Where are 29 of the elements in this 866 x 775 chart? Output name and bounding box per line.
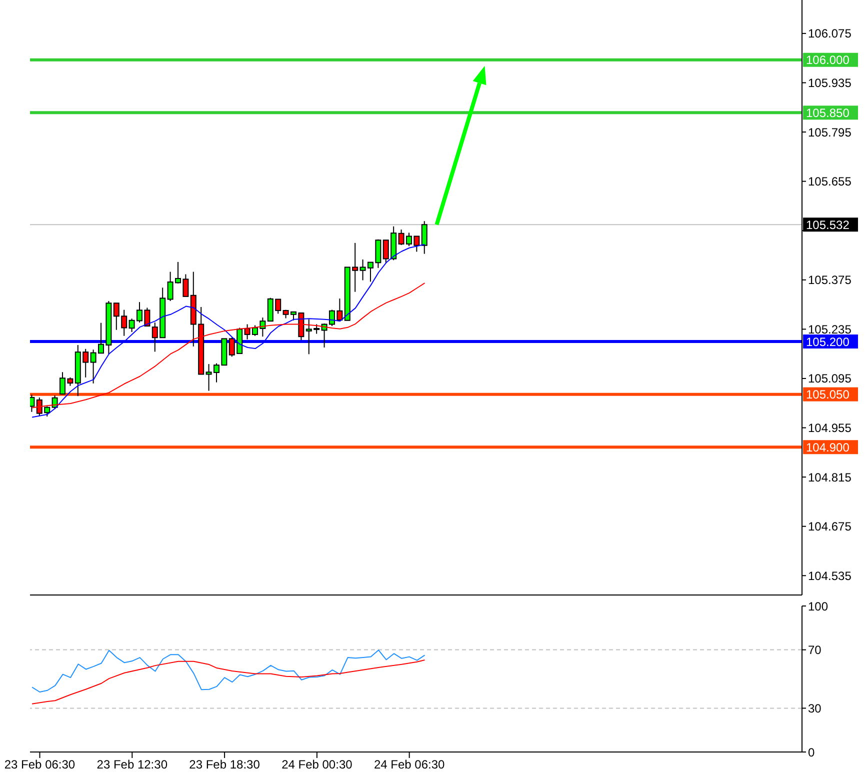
ref-line-label: 104.900	[806, 440, 850, 454]
candlestick	[421, 220, 428, 254]
x-tick-label: 23 Feb 06:30	[4, 758, 76, 772]
line-series	[32, 650, 426, 692]
x-tick-label: 24 Feb 06:30	[374, 758, 446, 772]
y-tick-label: 105.095	[808, 372, 852, 386]
y-tick-label: 105.235	[808, 322, 852, 336]
y-tick-label: 70	[808, 643, 822, 658]
y-tick-label: 105.935	[808, 76, 852, 90]
ref-line-label: 105.200	[806, 334, 850, 349]
y-tick-label: 0	[808, 745, 815, 760]
ref-line-label: 105.050	[806, 388, 850, 402]
ref-line-label: 106.000	[806, 53, 850, 68]
ref-line-label: 105.532	[806, 218, 850, 232]
candlestick	[30, 394, 35, 412]
y-tick-label: 104.815	[808, 470, 852, 484]
x-tick-label: 24 Feb 00:30	[282, 758, 353, 772]
x-tick-label: 23 Feb 12:30	[96, 758, 168, 772]
x-tick-label: 23 Feb 18:30	[189, 758, 260, 772]
y-tick-label: 104.675	[808, 520, 852, 534]
y-tick-label: 105.655	[808, 174, 852, 189]
y-tick-label: 104.535	[808, 568, 852, 583]
y-tick-label: 100	[808, 599, 828, 614]
y-tick-label: 104.955	[808, 421, 852, 436]
y-tick-label: 30	[808, 701, 822, 716]
ref-line-label: 105.850	[806, 106, 850, 120]
y-tick-label: 106.075	[808, 26, 852, 41]
y-tick-label: 105.795	[808, 125, 852, 140]
y-tick-label: 105.375	[808, 273, 852, 288]
